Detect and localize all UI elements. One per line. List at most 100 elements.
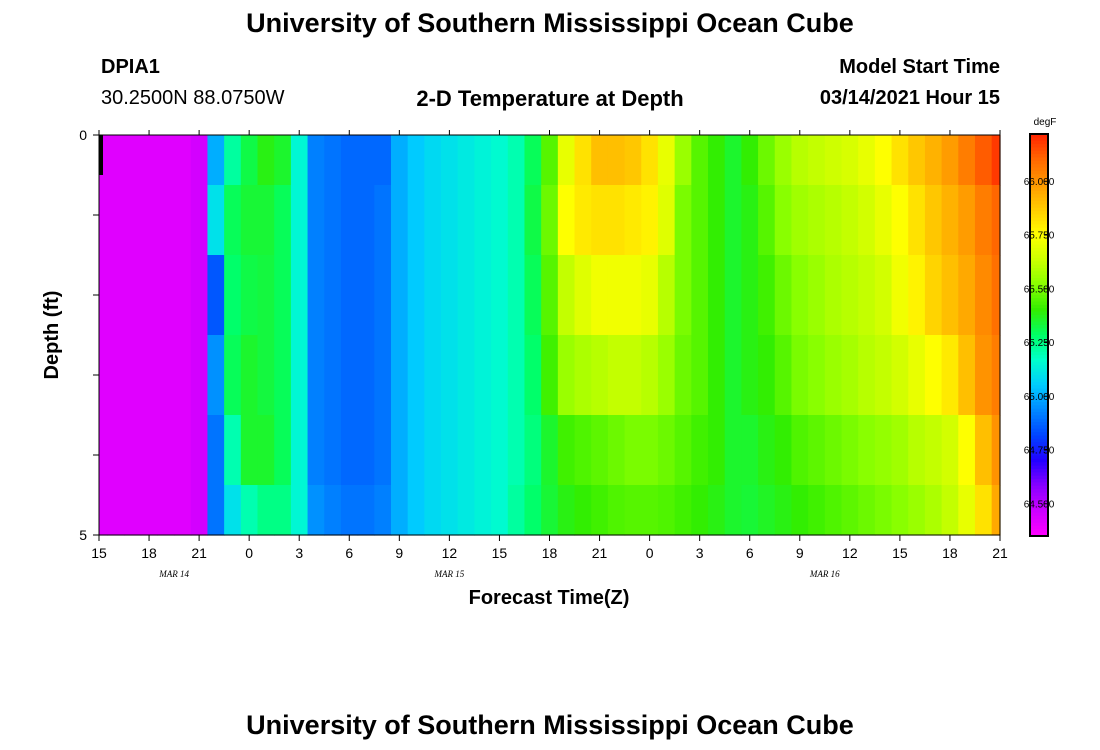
heatmap-cell (107, 335, 125, 416)
heatmap-cell (557, 335, 576, 416)
heatmap-cell (824, 415, 843, 486)
heatmap-cell (441, 415, 459, 486)
colorbar-segment (1030, 499, 1048, 504)
heatmap-cell (474, 485, 492, 536)
colorbar-segment (1030, 271, 1048, 276)
colorbar-segment (1030, 324, 1048, 329)
heatmap-cell (257, 255, 275, 336)
colorbar-segment (1030, 495, 1048, 500)
heatmap-cell (674, 255, 692, 336)
colorbar-tick-label: 66.000 (1024, 177, 1055, 188)
heatmap-cell (357, 185, 375, 256)
heatmap-cell (240, 335, 259, 416)
colorbar-unit: degF (1034, 117, 1057, 128)
heatmap-cell (758, 185, 776, 256)
surface-marker (99, 135, 103, 175)
heatmap-cell (991, 335, 1001, 416)
heatmap-cell (624, 135, 642, 186)
heatmap-cell (741, 255, 759, 336)
colorbar-segment (1030, 351, 1048, 356)
heatmap-cell (174, 415, 192, 486)
colorbar-segment (1030, 157, 1048, 162)
colorbar-segment (1030, 147, 1048, 152)
colorbar-segment (1030, 422, 1048, 427)
heatmap-cell (290, 415, 309, 486)
colorbar-segment (1030, 331, 1048, 336)
heatmap-cell (874, 185, 893, 256)
heatmap-cell (174, 255, 192, 336)
heatmap-cell (407, 185, 425, 256)
heatmap-cell (157, 185, 175, 256)
colorbar-segment (1030, 502, 1048, 507)
colorbar-segment (1030, 184, 1048, 189)
colorbar-segment (1030, 197, 1048, 202)
heatmap-cell (274, 335, 292, 416)
heatmap-cell (224, 185, 242, 256)
heatmap-cell (724, 335, 742, 416)
heatmap-cell (691, 185, 709, 256)
colorbar-segment (1030, 341, 1048, 346)
heatmap-cell (474, 255, 492, 336)
heatmap-cell (457, 255, 476, 336)
colorbar-segment (1030, 284, 1048, 289)
colorbar-segment (1030, 274, 1048, 279)
x-axis-label: Forecast Time(Z) (469, 587, 630, 609)
heatmap-cell (240, 415, 259, 486)
heatmap-cell (240, 135, 259, 186)
heatmap-cell (357, 485, 375, 536)
heatmap-cell (457, 335, 476, 416)
heatmap-cell (107, 185, 125, 256)
heatmap-cell (774, 415, 793, 486)
x-tick-label: 12 (442, 545, 458, 561)
heatmap-cell (858, 135, 876, 186)
heatmap-cell (908, 185, 926, 256)
colorbar-segment (1030, 489, 1048, 494)
heatmap-cell (340, 415, 359, 486)
heatmap-cell (624, 485, 642, 536)
heatmap-cell (858, 335, 876, 416)
colorbar-segment (1030, 224, 1048, 229)
heatmap-cell (441, 335, 459, 416)
colorbar-segment (1030, 398, 1048, 403)
heatmap-cell (107, 135, 125, 186)
heatmap-cell (641, 415, 659, 486)
x-tick-label: 15 (492, 545, 508, 561)
colorbar-segment (1030, 412, 1048, 416)
heatmap-cell (791, 415, 809, 486)
heatmap-cell (340, 485, 359, 536)
plot-frame (98, 134, 1001, 536)
heatmap-cell (207, 415, 225, 486)
heatmap-cell (824, 135, 843, 186)
heatmap-cell (941, 255, 959, 336)
heatmap-cell (741, 135, 759, 186)
plot-title: 2-D Temperature at Depth (416, 86, 684, 111)
heatmap-cell (808, 185, 826, 256)
colorbar-segment (1030, 264, 1048, 269)
heatmap-cell (357, 415, 375, 486)
heatmap-cell (958, 335, 976, 416)
colorbar-segment (1030, 512, 1048, 517)
heatmap-cell (407, 255, 425, 336)
model-start-label: Model Start Time (839, 56, 1000, 78)
x-tick-label: 18 (542, 545, 558, 561)
colorbar-segment (1030, 254, 1048, 259)
heatmap-cell (824, 485, 843, 536)
heatmap-cell (390, 185, 409, 256)
heatmap-cell (224, 255, 242, 336)
heatmap-cell (307, 135, 325, 186)
heatmap-cell (924, 255, 943, 336)
colorbar-segment (1030, 405, 1048, 410)
heatmap-cell (858, 485, 876, 536)
colorbar-segment (1030, 442, 1048, 447)
heatmap-cell (124, 335, 142, 416)
colorbar-tick-label: 65.750 (1024, 231, 1055, 242)
heatmap-cell (124, 415, 142, 486)
heatmap-cell (174, 335, 192, 416)
heatmap-cell (541, 185, 559, 256)
colorbar-segment (1030, 257, 1048, 262)
x-tick-label: 15 (91, 545, 107, 561)
heatmap-cell (691, 415, 709, 486)
heatmap-cell (190, 185, 209, 256)
heatmap-cell (274, 485, 292, 536)
heatmap-cell (607, 485, 626, 536)
